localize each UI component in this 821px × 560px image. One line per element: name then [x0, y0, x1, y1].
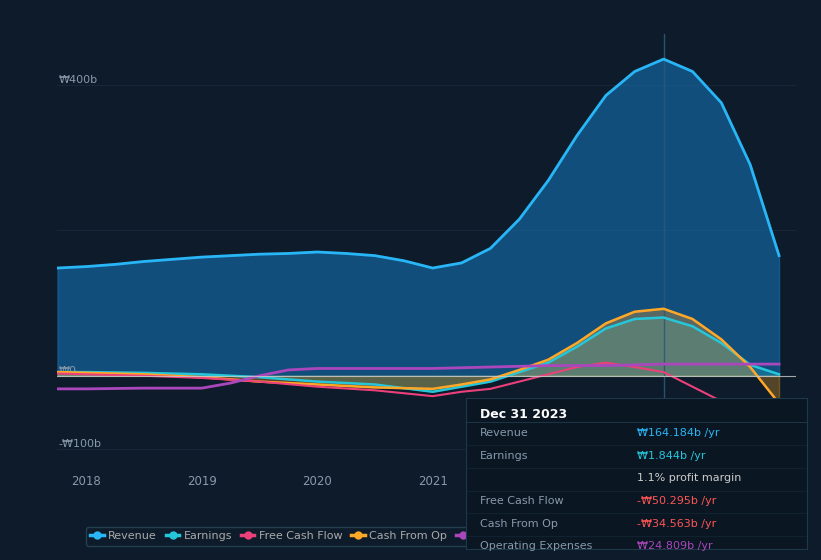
Text: -₩100b: -₩100b: [58, 438, 101, 449]
Text: Cash From Op: Cash From Op: [480, 519, 557, 529]
Text: ₩164.184b /yr: ₩164.184b /yr: [637, 428, 719, 438]
Text: -₩34.563b /yr: -₩34.563b /yr: [637, 519, 716, 529]
Text: Dec 31 2023: Dec 31 2023: [480, 408, 567, 421]
Text: ₩1.844b /yr: ₩1.844b /yr: [637, 450, 705, 460]
Text: 1.1% profit margin: 1.1% profit margin: [637, 473, 741, 483]
Text: ₩0: ₩0: [58, 366, 76, 376]
Text: Free Cash Flow: Free Cash Flow: [480, 496, 563, 506]
Text: ₩24.809b /yr: ₩24.809b /yr: [637, 541, 713, 551]
Text: Revenue: Revenue: [480, 428, 529, 438]
Legend: Revenue, Earnings, Free Cash Flow, Cash From Op, Operating Expenses: Revenue, Earnings, Free Cash Flow, Cash …: [86, 527, 590, 545]
Text: ₩400b: ₩400b: [58, 74, 98, 85]
Text: -₩50.295b /yr: -₩50.295b /yr: [637, 496, 716, 506]
Text: Operating Expenses: Operating Expenses: [480, 541, 592, 551]
Text: Earnings: Earnings: [480, 450, 529, 460]
